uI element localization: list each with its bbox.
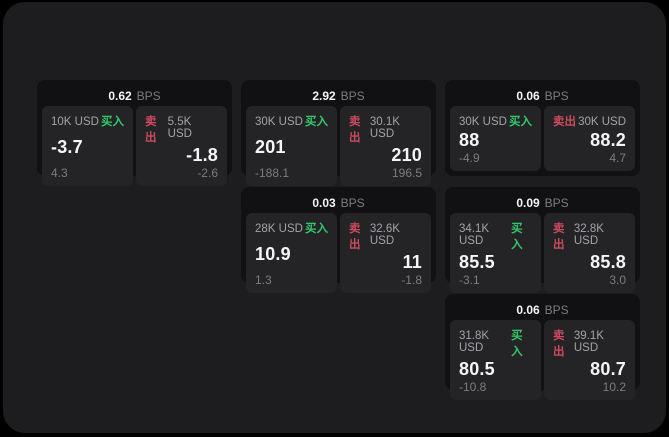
quote-grid: 0.62 BPS 10K USD 买入 -3.7 4.3 卖出 5.5K USD…	[37, 80, 640, 400]
bps-label: BPS	[136, 88, 161, 103]
buy-side-label: 买入	[511, 223, 523, 251]
sell-side-label: 卖出	[553, 116, 576, 128]
buy-delta: -188.1	[255, 166, 290, 180]
spread-header: 0.62 BPS	[42, 85, 227, 106]
buy-side-label: 买入	[509, 116, 532, 128]
spread-value: 0.06	[516, 88, 540, 103]
buy-size: 34.1K USD	[459, 223, 490, 247]
buy-price: 85.5	[459, 252, 495, 272]
spread-header: 0.06 BPS	[450, 85, 635, 106]
sell-delta: 10.2	[602, 380, 626, 394]
buy-side-label: 买入	[511, 330, 523, 358]
buy-delta: -3.1	[459, 273, 480, 287]
bps-label: BPS	[340, 88, 365, 103]
sell-price: -1.8	[186, 145, 218, 165]
buy-delta: -4.9	[459, 151, 480, 165]
price-panels: 28K USD 买入 10.9 1.3 卖出 32.6K USD 11 -1.8	[246, 213, 431, 293]
buy-size: 10K USD	[51, 116, 99, 128]
sell-panel[interactable]: 卖出 32.8K USD 85.8 3.0	[544, 213, 635, 293]
sell-panel[interactable]: 卖出 39.1K USD 80.7 10.2	[544, 320, 635, 400]
buy-side-label: 买入	[305, 116, 328, 128]
buy-price: 10.9	[255, 244, 291, 264]
sell-side-label: 卖出	[145, 116, 157, 144]
sell-size: 39.1K USD	[573, 330, 604, 354]
buy-price: 201	[255, 137, 286, 157]
sell-panel[interactable]: 卖出 32.6K USD 11 -1.8	[340, 213, 431, 293]
buy-delta: -10.8	[459, 380, 487, 394]
buy-size: 31.8K USD	[459, 330, 490, 354]
sell-price: 85.8	[590, 252, 626, 272]
sell-panel[interactable]: 卖出 30.1K USD 210 196.5	[340, 106, 431, 186]
buy-size: 28K USD	[255, 223, 303, 235]
buy-price: 80.5	[459, 359, 495, 379]
price-panels: 31.8K USD 买入 80.5 -10.8 卖出 39.1K USD 80.…	[450, 320, 635, 400]
quote-card-2: 2.92 BPS 30K USD 买入 201 -188.1 卖出 30.1K …	[241, 80, 436, 186]
sell-price: 210	[391, 145, 422, 165]
sell-side-label: 卖出	[553, 330, 565, 358]
sell-size: 5.5K USD	[167, 116, 192, 140]
sell-size: 30K USD	[578, 116, 626, 128]
bps-label: BPS	[544, 195, 569, 210]
price-panels: 34.1K USD 买入 85.5 -3.1 卖出 32.8K USD 85.8…	[450, 213, 635, 293]
buy-price: 88	[459, 129, 480, 150]
sell-side-label: 卖出	[349, 223, 361, 251]
sell-price: 88.2	[590, 129, 626, 150]
buy-panel[interactable]: 30K USD 买入 88 -4.9	[450, 106, 541, 171]
buy-delta: 1.3	[255, 273, 272, 287]
spread-header: 2.92 BPS	[246, 85, 431, 106]
sell-side-label: 卖出	[553, 223, 565, 251]
buy-panel[interactable]: 10K USD 买入 -3.7 4.3	[42, 106, 133, 186]
spread-value: 0.09	[516, 195, 540, 210]
quote-card-5: 0.09 BPS 34.1K USD 买入 85.5 -3.1 卖出 32.8K…	[445, 187, 640, 293]
quote-card-4: 0.03 BPS 28K USD 买入 10.9 1.3 卖出 32.6K US…	[241, 187, 436, 293]
spread-value: 2.92	[312, 88, 336, 103]
sell-panel[interactable]: 卖出 30K USD 88.2 4.7	[544, 106, 635, 171]
spread-value: 0.06	[516, 302, 540, 317]
sell-delta: 196.5	[391, 166, 422, 180]
buy-delta: 4.3	[51, 166, 68, 180]
bps-label: BPS	[340, 195, 365, 210]
quote-card-3: 0.06 BPS 30K USD 买入 88 -4.9 卖出 30K USD 8…	[445, 80, 640, 176]
sell-panel[interactable]: 卖出 5.5K USD -1.8 -2.6	[136, 106, 227, 186]
spread-header: 0.09 BPS	[450, 192, 635, 213]
quote-card-1: 0.62 BPS 10K USD 买入 -3.7 4.3 卖出 5.5K USD…	[37, 80, 232, 186]
buy-panel[interactable]: 31.8K USD 买入 80.5 -10.8	[450, 320, 541, 400]
sell-price: 11	[402, 252, 422, 272]
buy-panel[interactable]: 34.1K USD 买入 85.5 -3.1	[450, 213, 541, 293]
sell-delta: -2.6	[197, 166, 218, 180]
spread-header: 0.06 BPS	[450, 299, 635, 320]
sell-delta: -1.8	[401, 273, 422, 287]
sell-size: 30.1K USD	[369, 116, 400, 140]
sell-delta: 3.0	[609, 273, 626, 287]
buy-side-label: 买入	[305, 223, 328, 235]
spread-value: 0.03	[312, 195, 336, 210]
price-panels: 30K USD 买入 201 -188.1 卖出 30.1K USD 210 1…	[246, 106, 431, 186]
buy-panel[interactable]: 30K USD 买入 201 -188.1	[246, 106, 337, 186]
sell-side-label: 卖出	[349, 116, 361, 144]
price-panels: 10K USD 买入 -3.7 4.3 卖出 5.5K USD -1.8 -2.…	[42, 106, 227, 186]
quote-card-6: 0.06 BPS 31.8K USD 买入 80.5 -10.8 卖出 39.1…	[445, 294, 640, 400]
bps-label: BPS	[544, 302, 569, 317]
buy-side-label: 买入	[101, 116, 124, 128]
buy-size: 30K USD	[459, 116, 507, 128]
buy-panel[interactable]: 28K USD 买入 10.9 1.3	[246, 213, 337, 293]
buy-price: -3.7	[51, 137, 83, 157]
spread-header: 0.03 BPS	[246, 192, 431, 213]
sell-size: 32.6K USD	[369, 223, 400, 247]
sell-size: 32.8K USD	[573, 223, 604, 247]
spread-value: 0.62	[108, 88, 132, 103]
price-panels: 30K USD 买入 88 -4.9 卖出 30K USD 88.2 4.7	[450, 106, 635, 171]
buy-size: 30K USD	[255, 116, 303, 128]
sell-delta: 4.7	[609, 151, 626, 165]
sell-price: 80.7	[590, 359, 626, 379]
bps-label: BPS	[544, 88, 569, 103]
